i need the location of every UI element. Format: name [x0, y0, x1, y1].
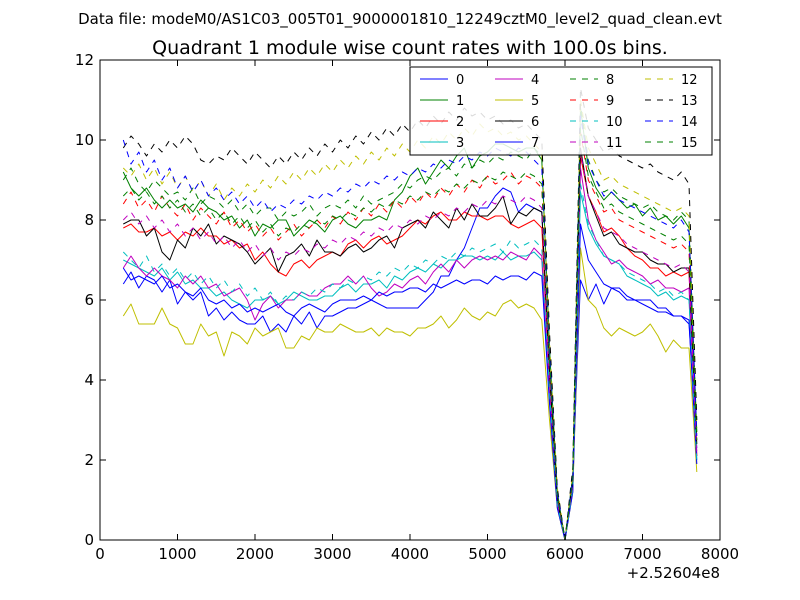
y-tick-label: 10: [75, 131, 94, 149]
legend-label-4: 4: [531, 73, 539, 88]
series-lines: [122, 87, 698, 540]
legend-box: [409, 66, 713, 156]
series-line-3: [123, 191, 698, 540]
x-tick-label: 1000: [158, 545, 196, 563]
legend-label-14: 14: [681, 115, 698, 130]
series-line-2: [123, 155, 698, 540]
series-line-6: [123, 147, 698, 540]
legend-label-0: 0: [456, 73, 464, 88]
figure-suptitle: Data file: modeM0/AS1C03_005T01_90000018…: [78, 10, 722, 29]
legend-label-13: 13: [681, 94, 698, 109]
legend-label-11: 11: [606, 136, 623, 151]
x-tick-label: 8000: [701, 545, 739, 563]
y-tick-label: 0: [84, 531, 94, 549]
series-line-5: [122, 247, 698, 540]
y-tick-label: 4: [84, 371, 94, 389]
y-tick-label: 12: [75, 51, 94, 69]
series-line-11: [122, 151, 698, 540]
x-tick-label: 7000: [623, 545, 661, 563]
x-tick-label: 3000: [313, 545, 351, 563]
legend-label-5: 5: [531, 94, 539, 109]
y-tick-label: 6: [84, 291, 94, 309]
legend-label-8: 8: [606, 73, 614, 88]
x-tick-label: 5000: [468, 545, 506, 563]
series-line-8: [122, 103, 698, 540]
x-tick-label: 4000: [391, 545, 429, 563]
y-tick-label: 8: [84, 211, 94, 229]
series-line-0: [122, 187, 698, 540]
legend-label-12: 12: [681, 73, 698, 88]
series-line-14: [122, 115, 698, 540]
y-tick-label: 2: [84, 451, 94, 469]
x-tick-label: 0: [95, 545, 105, 563]
chart-title: Quadrant 1 module wise count rates with …: [152, 37, 668, 59]
series-line-12: [122, 99, 698, 540]
legend-label-9: 9: [606, 94, 614, 109]
legend-label-2: 2: [456, 115, 464, 130]
series-line-7: [122, 223, 698, 540]
legend-label-7: 7: [531, 136, 539, 151]
plot-area: 0 1000 2000 3000 4000 5000 6000 7000 80000246810…: [75, 51, 739, 563]
legend-label-15: 15: [681, 136, 698, 151]
legend-label-6: 6: [531, 115, 539, 130]
x-tick-label: 6000: [546, 545, 584, 563]
legend-label-10: 10: [606, 115, 623, 130]
series-line-10: [122, 183, 698, 540]
legend-label-3: 3: [456, 136, 464, 151]
legend-label-1: 1: [456, 94, 464, 109]
series-line-1: [122, 107, 698, 540]
x-tick-label: 2000: [236, 545, 274, 563]
series-line-13: [122, 87, 698, 540]
series-line-4: [122, 167, 698, 540]
series-line-15: [122, 127, 698, 540]
x-axis-offset-label: +2.52604e8: [627, 564, 720, 582]
